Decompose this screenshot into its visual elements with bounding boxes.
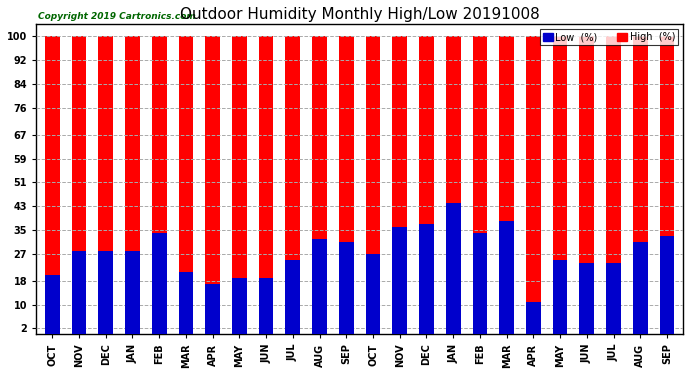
Bar [259,278,273,334]
Bar [206,284,220,334]
Bar [526,302,541,334]
Bar [232,278,247,334]
Bar [500,36,514,334]
Bar [633,242,648,334]
Text: Copyright 2019 Cartronics.com: Copyright 2019 Cartronics.com [37,12,195,21]
Bar [607,263,621,334]
Bar [446,203,460,334]
Bar [152,233,166,334]
Bar [419,36,434,334]
Bar [580,263,594,334]
Bar [366,36,380,334]
Bar [393,36,407,334]
Bar [45,36,59,334]
Bar [125,36,140,334]
Bar [99,36,113,334]
Legend: Low  (%), High  (%): Low (%), High (%) [540,29,678,45]
Bar [473,233,487,334]
Bar [99,251,113,334]
Bar [553,36,567,334]
Bar [526,36,541,334]
Bar [500,221,514,334]
Bar [633,36,648,334]
Bar [179,36,193,334]
Bar [259,36,273,334]
Bar [286,36,300,334]
Bar [339,36,353,334]
Bar [339,242,353,334]
Bar [660,236,674,334]
Bar [473,36,487,334]
Bar [312,239,327,334]
Bar [125,251,140,334]
Bar [232,36,247,334]
Bar [179,272,193,334]
Bar [580,36,594,334]
Bar [286,260,300,334]
Bar [607,36,621,334]
Bar [72,36,86,334]
Bar [393,227,407,334]
Bar [312,36,327,334]
Bar [45,275,59,334]
Bar [206,36,220,334]
Bar [660,36,674,334]
Bar [366,254,380,334]
Bar [72,251,86,334]
Bar [152,36,166,334]
Bar [446,36,460,334]
Bar [553,260,567,334]
Title: Outdoor Humidity Monthly High/Low 20191008: Outdoor Humidity Monthly High/Low 201910… [180,7,540,22]
Bar [419,224,434,334]
